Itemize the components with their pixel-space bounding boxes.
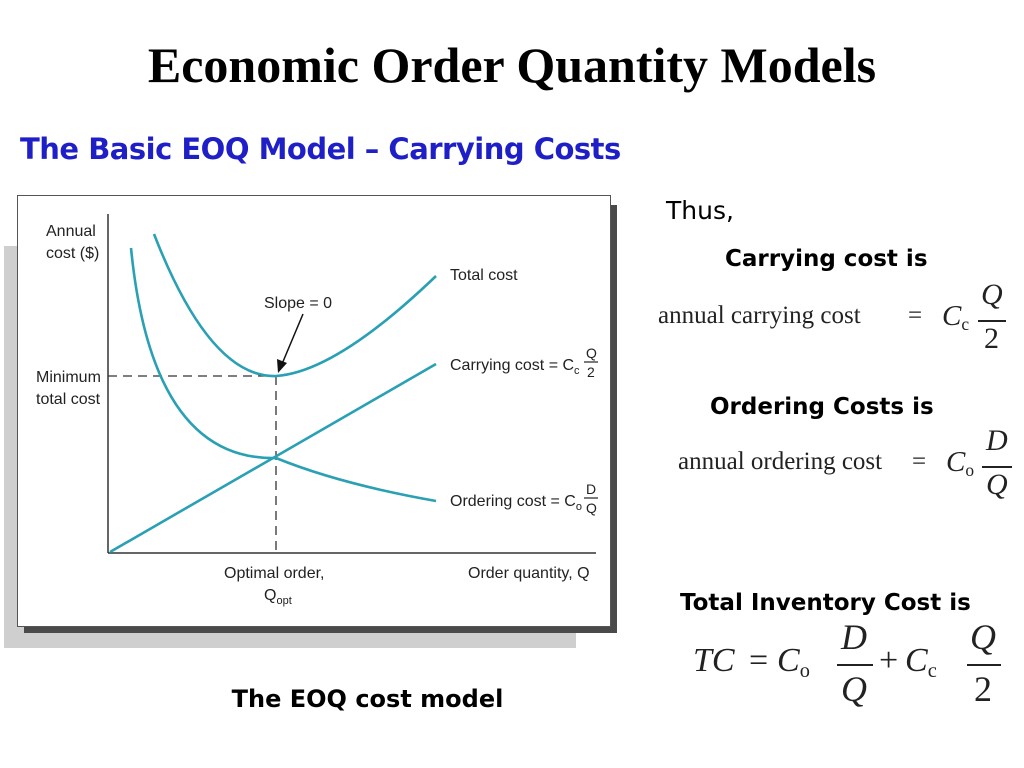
optimal-order-q: Qopt: [264, 587, 292, 607]
slope-arrowhead: [277, 359, 287, 373]
carrying-cost-label: Carrying cost = Cc: [450, 357, 580, 377]
ordering-cost-curve: [129, 247, 437, 503]
ordering-den: Q: [986, 468, 1008, 501]
eoq-diagram-panel: Annual cost ($) Minimum total cost Slope…: [17, 195, 611, 627]
total-fraction-2: Q 2: [967, 617, 1001, 712]
total-cost-label: Total cost: [450, 267, 518, 284]
total-num2: Q: [970, 617, 996, 657]
eoq-diagram: Annual cost ($) Minimum total cost Slope…: [36, 214, 598, 607]
total-lhs: TC: [693, 642, 735, 679]
carrying-cost-line: [109, 362, 437, 554]
carrying-frac-num: Q: [586, 345, 597, 361]
carrying-num: Q: [981, 278, 1003, 311]
total-c2: Cc: [905, 642, 937, 683]
ordering-eq: =: [912, 448, 927, 475]
carrying-lhs: annual carrying cost: [658, 302, 861, 329]
ordering-cost-heading: Ordering Costs is: [710, 394, 934, 420]
total-plus: +: [879, 642, 899, 679]
total-fraction-1: D Q: [837, 617, 873, 712]
ordering-coef: Co: [946, 446, 975, 481]
ordering-cost-label: Ordering cost = Co: [450, 493, 582, 513]
total-c1: Co: [777, 642, 810, 683]
ordering-frac-num: D: [586, 481, 596, 497]
total-den1: Q: [841, 669, 867, 709]
min-total-cost-line2: total cost: [36, 391, 101, 408]
diagram-caption: The EOQ cost model: [231, 685, 504, 713]
carrying-frac-den: 2: [587, 364, 595, 380]
total-num1: D: [841, 617, 867, 657]
min-total-cost-line1: Minimum: [36, 369, 101, 386]
slope-label: Slope = 0: [264, 295, 332, 312]
total-eq: =: [749, 642, 769, 679]
total-cost-heading: Total Inventory Cost is: [680, 590, 971, 616]
carrying-coef: Cc: [942, 300, 970, 335]
y-axis-label-line2: cost ($): [46, 245, 99, 262]
x-axis-label: Order quantity, Q: [468, 565, 590, 582]
slide-title: Economic Order Quantity Models: [147, 37, 877, 93]
carrying-cost-formula: annual carrying cost = Cc Q 2: [658, 278, 1018, 362]
ordering-cost-formula: annual ordering cost = Co D Q: [678, 424, 1018, 508]
ordering-frac-den: Q: [586, 500, 597, 516]
total-cost-curve: [152, 233, 437, 378]
carrying-den: 2: [984, 322, 999, 355]
ordering-fraction: D Q: [982, 424, 1012, 504]
slope-arrow: [281, 313, 304, 365]
panel-shadow-right: [611, 205, 617, 633]
slide-subtitle: The Basic EOQ Model – Carrying Costs: [20, 132, 621, 166]
total-den2: 2: [974, 669, 992, 709]
ordering-lhs: annual ordering cost: [678, 448, 883, 475]
panel-shadow-bottom: [24, 627, 617, 633]
ordering-num: D: [986, 424, 1008, 457]
y-axis-label-line1: Annual: [46, 223, 96, 240]
carrying-eq: =: [908, 302, 923, 329]
optimal-order-line1: Optimal order,: [224, 565, 324, 582]
carrying-cost-heading: Carrying cost is: [725, 246, 928, 272]
thus-text: Thus,: [666, 196, 734, 225]
total-cost-formula: TC = Co D Q + Cc Q 2: [693, 617, 1013, 714]
carrying-fraction: Q 2: [978, 278, 1006, 358]
